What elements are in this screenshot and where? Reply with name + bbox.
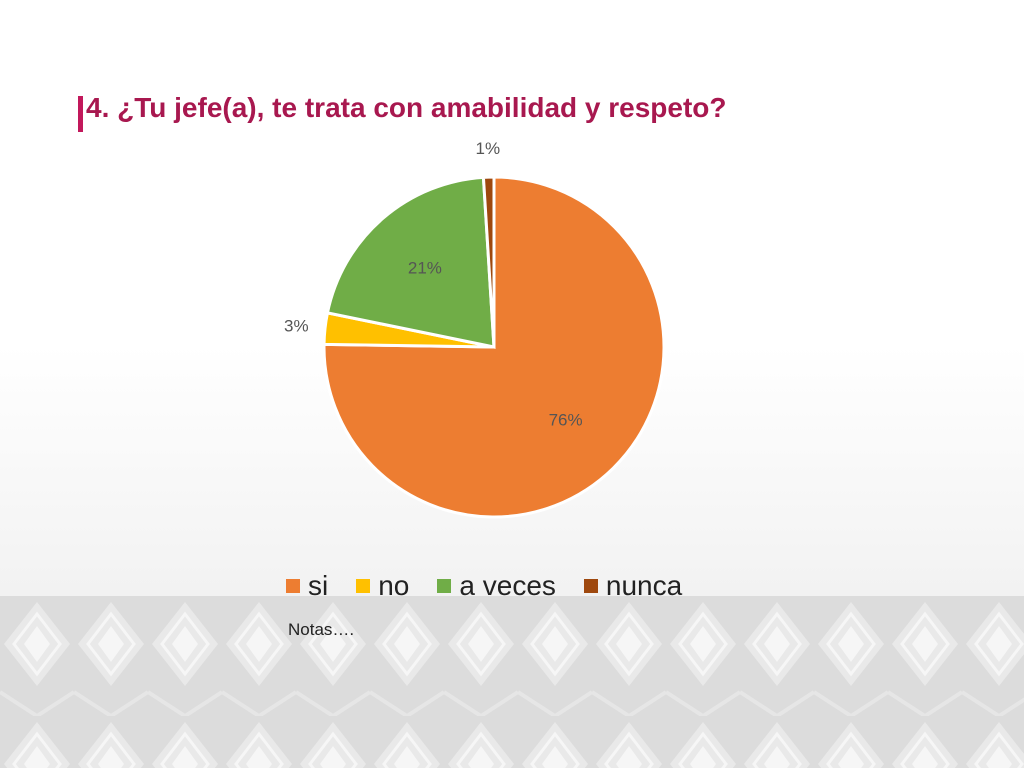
legend-label-nunca: nunca (605, 570, 683, 601)
legend-item-no: no (356, 570, 409, 602)
pie-chart: 76% 3% 21% 1% (284, 140, 666, 519)
legend-swatch-a-veces (437, 579, 452, 593)
legend-item-si: si (286, 570, 328, 602)
legend-swatch-no (356, 579, 371, 593)
slide-title: 4. ¿Tu jefe(a), te trata con amabilidad … (86, 92, 727, 123)
decorative-pattern-band (0, 596, 1024, 768)
notes-text: Notas…. (288, 620, 355, 639)
diamond-pattern-graphic (0, 596, 1024, 768)
data-label-no: 3% (284, 316, 309, 335)
data-label-si: 76% (549, 411, 583, 430)
legend-label-a-veces: a veces (459, 570, 556, 601)
pie-slices (322, 175, 666, 519)
title-accent-bar (78, 96, 83, 132)
pie-slice-nunca (481, 175, 496, 348)
legend-item-nunca: nunca (583, 570, 683, 602)
legend-label-si: si (308, 570, 329, 601)
pie-slice-si (322, 175, 666, 519)
legend-swatch-nunca (583, 579, 598, 593)
legend-item-a-veces: a veces (437, 570, 556, 602)
pie-slice-a-veces (325, 175, 496, 349)
pie-data-labels: 76% 3% 21% 1% (284, 140, 583, 430)
legend-swatch-si (286, 579, 300, 593)
legend-label-no: no (378, 570, 410, 601)
data-label-a-veces: 21% (408, 258, 442, 277)
chart-legend: si no a veces nunca (286, 566, 682, 606)
data-label-nunca: 1% (476, 140, 501, 158)
